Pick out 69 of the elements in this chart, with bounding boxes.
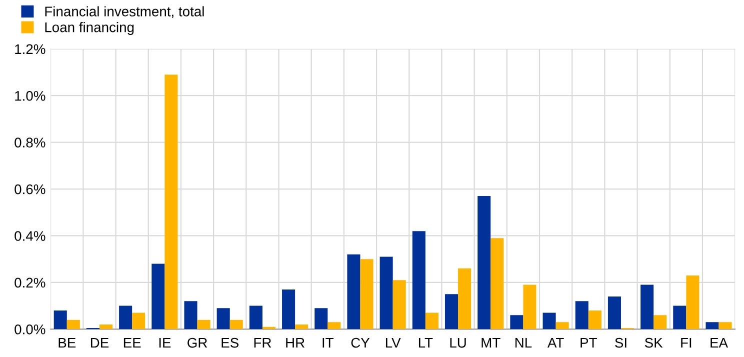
bar — [360, 259, 374, 330]
bar — [164, 74, 178, 330]
bar — [380, 256, 393, 330]
bar — [230, 320, 243, 330]
legend-label: Loan financing — [45, 22, 134, 35]
bar — [640, 284, 654, 330]
x-tick-label: HR — [286, 338, 304, 348]
x-tick-label: EE — [124, 338, 141, 348]
y-tick-label: 0.6% — [14, 184, 46, 194]
y-tick-label: 0.0% — [14, 324, 46, 334]
y-tick-label: 0.8% — [14, 138, 46, 148]
bar — [314, 308, 328, 330]
bar — [347, 254, 360, 330]
x-tick-label: MT — [482, 338, 500, 348]
legend-label: Financial investment, total — [45, 6, 204, 18]
bar — [132, 312, 146, 330]
x-tick-label: ES — [222, 338, 238, 348]
bar — [66, 320, 80, 330]
bar — [588, 310, 602, 330]
bar — [575, 301, 588, 330]
bar — [490, 238, 504, 330]
bar — [197, 320, 210, 330]
y-tick-label: 0.4% — [14, 231, 46, 241]
bar — [99, 324, 113, 330]
bar — [119, 306, 132, 330]
bar — [216, 308, 230, 330]
y-tick-label: 1.0% — [15, 90, 46, 101]
bar — [523, 284, 536, 330]
bar — [718, 322, 732, 330]
x-tick-label: SI — [615, 338, 626, 348]
bar — [510, 315, 524, 330]
bar — [295, 324, 308, 330]
x-tick-label: AT — [547, 338, 564, 348]
bar — [184, 301, 198, 330]
x-tick-label: NL — [515, 338, 532, 348]
bar — [54, 310, 67, 330]
bar — [444, 294, 458, 330]
x-tick-label: LV — [386, 338, 401, 348]
bar — [412, 231, 426, 330]
bar — [608, 296, 621, 330]
bar — [478, 196, 491, 330]
x-tick-label: IT — [322, 338, 334, 348]
bar — [425, 312, 438, 330]
bar — [542, 312, 556, 330]
x-tick-label: PT — [580, 338, 597, 348]
y-tick-label: 0.2% — [14, 278, 46, 288]
x-tick-label: LU — [450, 338, 466, 348]
bar — [282, 289, 296, 330]
bar — [556, 322, 569, 330]
bar — [152, 264, 165, 330]
x-tick-label: FI — [681, 338, 692, 348]
bar — [249, 306, 262, 330]
bar — [673, 306, 686, 330]
x-tick-label: IE — [159, 338, 171, 348]
x-tick-label: EA — [710, 338, 728, 348]
x-tick-label: DE — [90, 338, 109, 348]
x-tick-label: SK — [644, 338, 663, 348]
x-tick-label: FR — [254, 338, 272, 348]
bar — [706, 322, 719, 330]
bar — [654, 315, 667, 330]
bar — [686, 275, 700, 330]
bar — [392, 280, 406, 330]
x-tick-label: BE — [58, 338, 76, 348]
bar — [328, 322, 341, 330]
y-tick-label: 1.2% — [15, 44, 46, 54]
x-tick-label: GR — [188, 338, 208, 348]
bar — [458, 268, 472, 330]
x-tick-label: LT — [418, 338, 433, 348]
x-tick-label: CY — [351, 338, 370, 348]
